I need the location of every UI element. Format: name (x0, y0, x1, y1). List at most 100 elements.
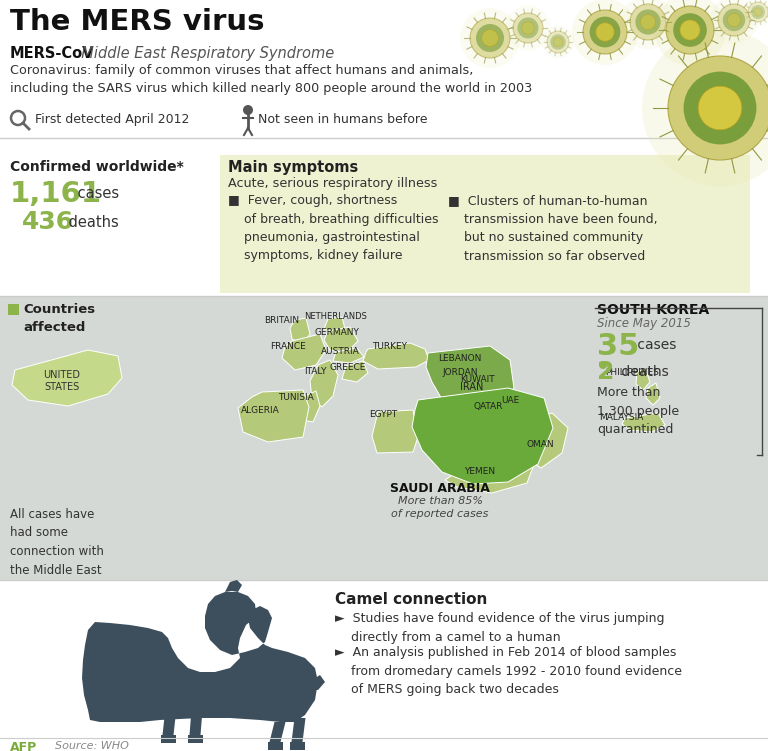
Text: ►  An analysis published in Feb 2014 of blood samples
    from dromedary camels : ► An analysis published in Feb 2014 of b… (335, 646, 682, 696)
Circle shape (596, 23, 614, 41)
Text: More than
1,300 people
quarantined: More than 1,300 people quarantined (597, 386, 679, 436)
Polygon shape (445, 462, 533, 493)
Circle shape (572, 0, 638, 65)
Polygon shape (161, 735, 176, 743)
Circle shape (641, 14, 656, 29)
Polygon shape (292, 718, 306, 742)
Polygon shape (452, 378, 471, 399)
Polygon shape (449, 359, 466, 378)
Text: GERMANY: GERMANY (315, 328, 359, 337)
Text: More than 85%
of reported cases: More than 85% of reported cases (392, 496, 488, 519)
Text: SAUDI ARABIA: SAUDI ARABIA (390, 482, 490, 495)
Polygon shape (333, 348, 364, 363)
Text: Camel connection: Camel connection (335, 592, 488, 607)
Text: ►  Studies have found evidence of the virus jumping
    directly from a camel to: ► Studies have found evidence of the vir… (335, 612, 664, 644)
Text: YEMEN: YEMEN (465, 467, 495, 476)
Text: cases: cases (633, 338, 677, 352)
Circle shape (727, 14, 740, 27)
Circle shape (518, 17, 538, 38)
FancyBboxPatch shape (0, 0, 768, 138)
Polygon shape (324, 327, 358, 352)
Polygon shape (12, 350, 122, 406)
Circle shape (680, 20, 700, 40)
Text: Countries
affected: Countries affected (23, 303, 95, 334)
Text: OMAN: OMAN (526, 440, 554, 449)
Text: Main symptoms: Main symptoms (228, 160, 358, 175)
FancyBboxPatch shape (0, 296, 768, 580)
Circle shape (460, 8, 520, 68)
Text: QATAR: QATAR (473, 402, 503, 411)
Circle shape (482, 29, 498, 47)
Text: UNITED
STATES: UNITED STATES (44, 370, 81, 393)
Circle shape (521, 22, 535, 35)
Circle shape (583, 10, 627, 54)
Polygon shape (636, 368, 650, 390)
Circle shape (710, 0, 758, 44)
Text: TUNISIA: TUNISIA (278, 393, 314, 402)
Text: MALAYSIA: MALAYSIA (599, 413, 643, 422)
Text: deaths: deaths (64, 215, 119, 230)
Polygon shape (190, 672, 206, 735)
Circle shape (668, 56, 768, 160)
Polygon shape (225, 580, 242, 592)
Text: ITALY: ITALY (304, 367, 326, 376)
Polygon shape (282, 334, 326, 370)
Text: Since May 2015: Since May 2015 (597, 317, 691, 330)
Text: IRAN: IRAN (460, 382, 484, 392)
Polygon shape (487, 405, 499, 421)
Text: NETHERLANDS: NETHERLANDS (305, 312, 367, 321)
Circle shape (666, 6, 714, 54)
Text: UAE: UAE (501, 396, 519, 405)
Circle shape (599, 361, 607, 369)
Polygon shape (298, 391, 320, 422)
Circle shape (698, 86, 742, 130)
Circle shape (243, 105, 253, 115)
Circle shape (754, 8, 762, 17)
Polygon shape (622, 413, 665, 432)
Circle shape (684, 71, 756, 144)
Text: KUWAIT: KUWAIT (460, 375, 495, 384)
Polygon shape (267, 742, 283, 750)
Circle shape (635, 10, 660, 35)
Text: JORDAN: JORDAN (442, 368, 478, 377)
Polygon shape (82, 592, 318, 722)
Polygon shape (324, 317, 345, 333)
Polygon shape (270, 722, 286, 742)
Circle shape (590, 17, 621, 47)
Polygon shape (412, 388, 553, 484)
Polygon shape (342, 361, 368, 382)
Text: SOUTH KOREA: SOUTH KOREA (597, 303, 710, 317)
FancyBboxPatch shape (220, 155, 750, 293)
Circle shape (630, 4, 666, 40)
Polygon shape (646, 383, 660, 405)
Circle shape (654, 0, 726, 66)
Circle shape (551, 35, 566, 50)
Circle shape (554, 38, 563, 47)
Polygon shape (475, 378, 493, 394)
Polygon shape (238, 390, 309, 442)
Polygon shape (310, 675, 325, 690)
Text: BRITAIN: BRITAIN (264, 316, 300, 325)
Polygon shape (290, 318, 310, 344)
Text: EGYPT: EGYPT (369, 410, 397, 419)
Text: 35: 35 (597, 332, 640, 361)
Circle shape (748, 2, 768, 22)
Circle shape (513, 13, 543, 43)
Circle shape (674, 14, 707, 47)
Text: AUSTRIA: AUSTRIA (320, 347, 359, 356)
Text: ■  Clusters of human-to-human
    transmission have been found,
    but no susta: ■ Clusters of human-to-human transmissio… (448, 194, 657, 263)
Polygon shape (363, 343, 429, 369)
Circle shape (470, 18, 510, 58)
Text: First detected April 2012: First detected April 2012 (35, 113, 190, 126)
Text: AFP: AFP (10, 741, 38, 751)
Text: GREECE: GREECE (329, 363, 366, 372)
Text: 1,161: 1,161 (10, 180, 102, 208)
Text: Confirmed worldwide*: Confirmed worldwide* (10, 160, 184, 174)
Circle shape (621, 0, 675, 49)
Text: All cases have
had some
connection with
the Middle East: All cases have had some connection with … (10, 508, 104, 577)
Text: Middle East Respiratory Syndrome: Middle East Respiratory Syndrome (72, 46, 334, 61)
Polygon shape (187, 735, 203, 743)
Text: MERS-CoV: MERS-CoV (10, 46, 94, 61)
Circle shape (723, 9, 745, 32)
Text: LEBANON: LEBANON (439, 354, 482, 363)
